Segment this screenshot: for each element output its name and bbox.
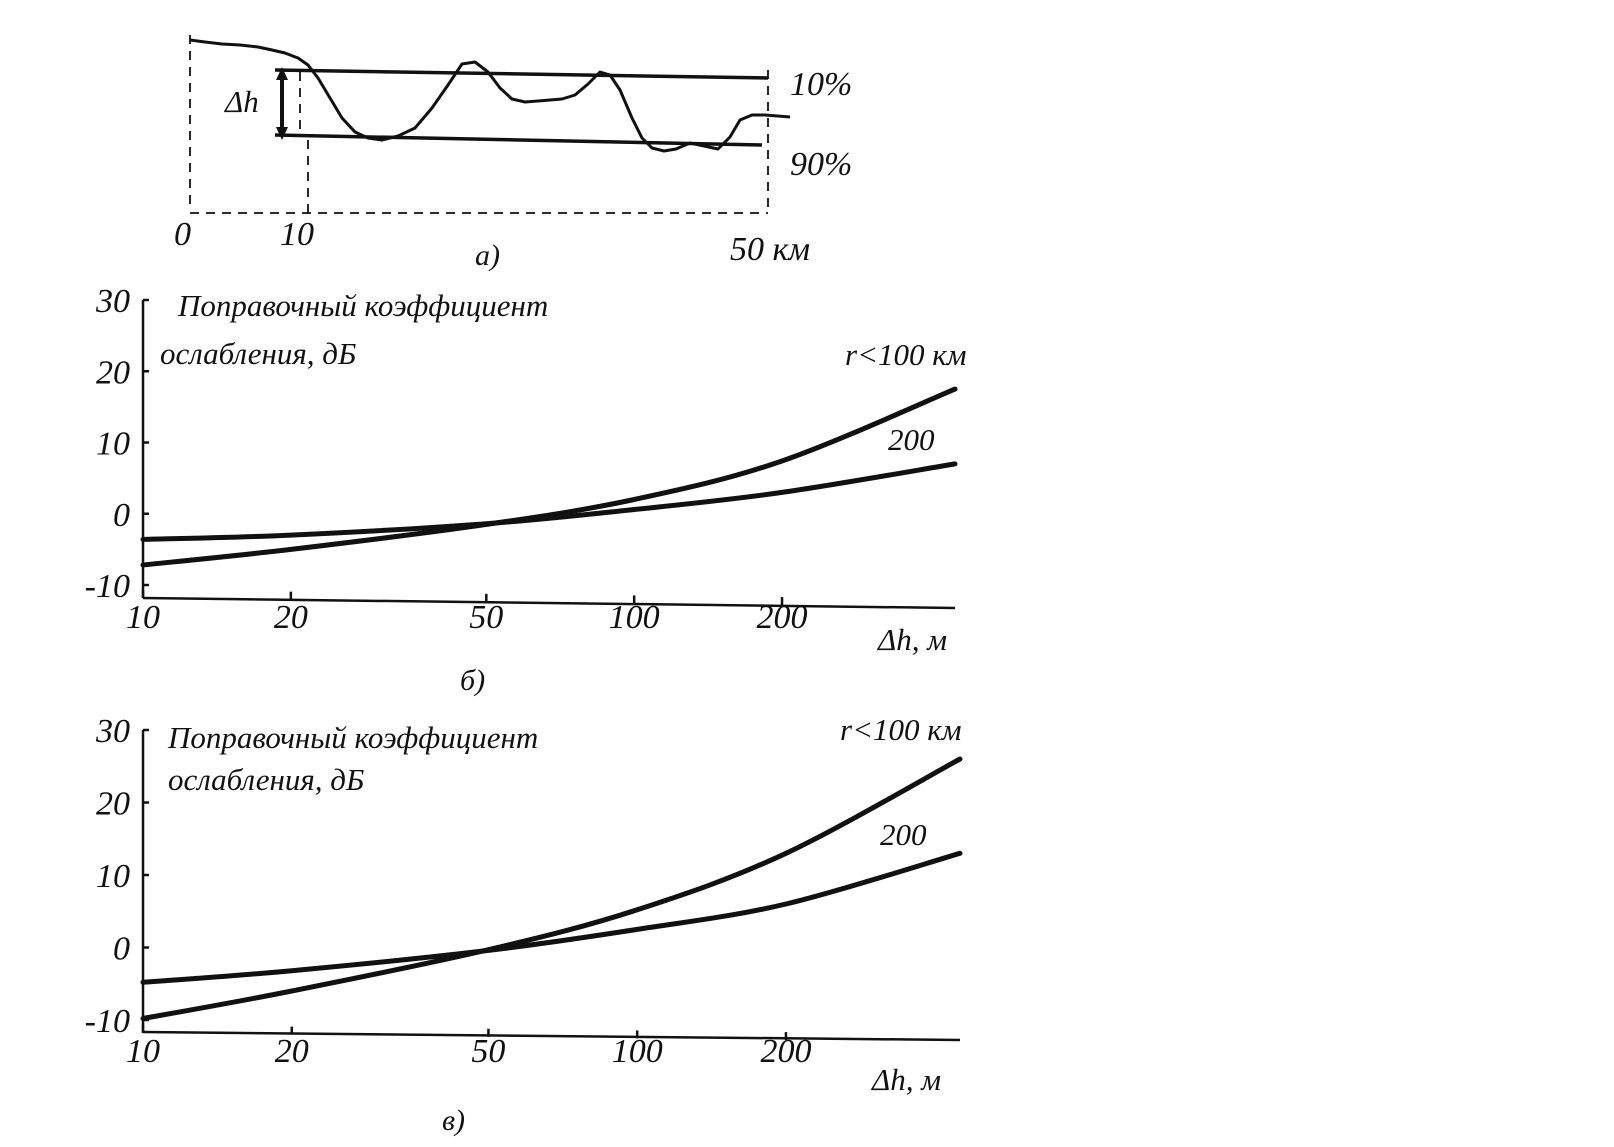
chart-c-x-axis	[142, 1030, 961, 1042]
chart-b-x-axis-label: Δh, м	[876, 622, 947, 657]
chart-b-y-title-line-1: Поправочный коэффициент	[177, 288, 548, 323]
chart-c-x-tick-label: 10	[126, 1033, 160, 1070]
profile-x-tick-50: 50 км	[730, 231, 810, 268]
chart-b-y-tick-label: 10	[96, 426, 130, 463]
chart-b-panel-label: б)	[460, 664, 485, 697]
panel-a-label: а)	[475, 239, 500, 272]
chart-b-y-tick-label: 0	[113, 497, 130, 534]
chart-b-series-r100-label: r<100 км	[845, 337, 967, 372]
chart-c-series-r100-label: r<100 км	[840, 712, 962, 747]
chart-c-y-tick-label: 10	[96, 858, 130, 895]
chart-c-series-200-line	[140, 850, 963, 985]
level-10-percent-label: 10%	[790, 66, 852, 103]
chart-b-y-title-line-2: ослабления, дБ	[160, 336, 356, 371]
delta-h-arrow-head-bottom	[276, 127, 288, 140]
chart-b-x-tick-label: 20	[274, 599, 308, 636]
chart-c-y-tick-label: 20	[96, 786, 130, 823]
chart-c-y-title-line-2: ослабления, дБ	[168, 762, 364, 797]
profile-x-tick-10: 10	[280, 216, 314, 253]
chart-b-y-tick-label: 20	[96, 354, 130, 391]
chart-c-y-tick-label: 30	[95, 713, 130, 750]
chart-c-x-tick-label: 50	[471, 1033, 505, 1070]
chart-b-series-200-line	[140, 461, 958, 542]
chart-b-x-tick-label: 50	[469, 599, 503, 636]
chart-b-x-tick-label: 100	[609, 599, 660, 636]
chart-c-y-tick-label: 0	[113, 931, 130, 968]
chart-c-series-r100-line	[140, 756, 963, 1021]
chart-c-x-axis-label: Δh, м	[870, 1062, 941, 1097]
chart-b-y-tick-label: 30	[95, 283, 130, 320]
profile-x-tick-0: 0	[174, 216, 191, 253]
level-90-percent-line	[274, 133, 763, 147]
chart-b-x-tick-label: 200	[757, 599, 808, 636]
delta-h-label: Δh	[223, 84, 259, 119]
delta-h-arrow-head-top	[276, 67, 288, 80]
terrain-profile-panel: Δh 10% 90% 0 10 50 км а)	[174, 35, 852, 272]
chart-b-series-r100-line	[140, 386, 958, 568]
chart-b-series-200-label: 200	[888, 422, 935, 457]
chart-c-panel-label: в)	[442, 1104, 465, 1137]
chart-b-y-tick-label: -10	[85, 568, 130, 605]
chart-c-series-200-label: 200	[880, 817, 927, 852]
chart-c-x-tick-label: 20	[275, 1033, 309, 1070]
chart-b-x-axis	[142, 596, 956, 610]
chart-b-x-tick-label: 10	[126, 599, 160, 636]
chart-c-y-tick-label: -10	[85, 1003, 130, 1040]
level-90-percent-label: 90%	[790, 146, 852, 183]
level-10-percent-line	[274, 68, 769, 80]
chart-c-x-tick-label: 100	[612, 1033, 663, 1070]
chart-c-y-title-line-1: Поправочный коэффициент	[167, 720, 538, 755]
terrain-profile-line	[189, 38, 791, 153]
